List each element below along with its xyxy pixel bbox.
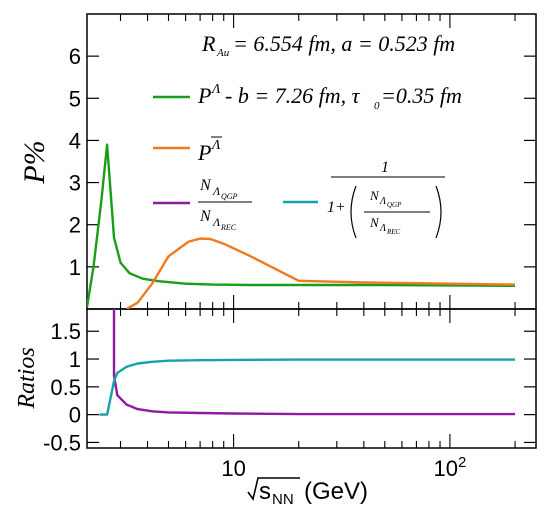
svg-text:NN: NN [272, 491, 294, 508]
svg-text:1+: 1+ [327, 199, 346, 216]
svg-text:QGP: QGP [221, 192, 238, 201]
y-tick-label-bottom-3: 1 [69, 347, 81, 372]
legend-lambda: P Λ - b = 7.26 fm, τ 0 =0.35 fm [153, 82, 462, 112]
svg-text:Λ: Λ [379, 223, 386, 234]
bottom-panel-frame [86, 308, 537, 449]
svg-text:Λ: Λ [379, 196, 386, 207]
y-tick-label-bottom-0: -0.5 [43, 430, 81, 455]
svg-text:N: N [199, 177, 212, 194]
svg-text:P: P [197, 83, 211, 108]
top-panel-frame [86, 13, 537, 310]
x-axis-label: s NN (GeV) [247, 477, 368, 508]
svg-text:Au: Au [216, 47, 230, 59]
series-line-bottom-0 [112, 309, 515, 416]
legend-antilambda: P Λ [153, 136, 222, 165]
top-annotation: R Au = 6.554 fm, a = 0.523 fm [201, 31, 455, 59]
legend-fraction: 1 1+ N Λ QGP N Λ REC [283, 159, 445, 239]
y-tick-label-top-5: 6 [69, 44, 81, 69]
y-tick-label-bottom-4: 1.5 [50, 319, 81, 344]
x-tick-label-1: 102 [434, 454, 467, 481]
x-tick-label-0: 10 [221, 456, 245, 481]
series-line-top-0 [87, 143, 516, 308]
y-tick-label-top-1: 2 [69, 213, 81, 238]
y-tick-label-bottom-1: 0 [69, 403, 81, 428]
svg-text:REC: REC [386, 228, 401, 236]
y-tick-label-top-4: 5 [69, 86, 81, 111]
svg-text:N: N [369, 215, 380, 230]
svg-text:= 6.554 fm, a = 0.523 fm: = 6.554 fm, a = 0.523 fm [233, 31, 455, 56]
svg-text:P: P [197, 140, 211, 165]
series-line-top-1 [126, 237, 516, 309]
y-tick-label-top-3: 4 [69, 128, 81, 153]
svg-text:REC: REC [220, 223, 237, 232]
legend-ratio: N Λ QGP N Λ REC [153, 177, 252, 232]
svg-text:- b = 7.26 fm, τ: - b = 7.26 fm, τ [225, 83, 361, 108]
svg-text:=0.35 fm: =0.35 fm [381, 83, 462, 108]
svg-text:R: R [201, 31, 216, 56]
bottom-y-axis-label: Ratios [14, 347, 40, 409]
svg-text:N: N [369, 188, 380, 203]
svg-text:Λ: Λ [210, 82, 221, 97]
svg-text:s: s [259, 478, 271, 505]
series-line-bottom-1 [99, 358, 515, 416]
svg-text:QGP: QGP [387, 201, 402, 209]
svg-text:(GeV): (GeV) [304, 478, 368, 505]
y-tick-label-top-2: 3 [69, 171, 81, 196]
svg-text:N: N [199, 208, 212, 225]
svg-text:1: 1 [381, 159, 389, 176]
y-tick-label-top-0: 1 [69, 255, 81, 280]
svg-text:Λ: Λ [210, 138, 221, 153]
svg-text:0: 0 [374, 100, 380, 112]
top-y-axis-label: P% [18, 140, 51, 184]
y-tick-label-bottom-2: 0.5 [50, 375, 81, 400]
series-layer [87, 143, 516, 416]
svg-text:Λ: Λ [212, 215, 221, 229]
svg-text:Λ: Λ [212, 184, 221, 198]
